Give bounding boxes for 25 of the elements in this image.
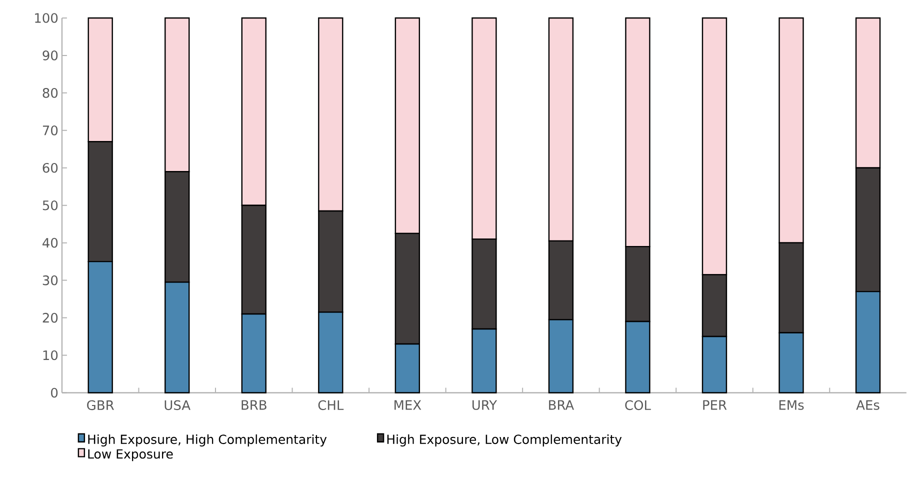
y-tick-label: 70 (42, 126, 58, 136)
x-tick-label: USA (164, 400, 190, 410)
y-tick-label: 20 (42, 313, 58, 323)
x-tick-label: GBR (87, 400, 114, 410)
x-tick-label: AEs (856, 400, 880, 410)
y-tick-label: 40 (42, 238, 58, 248)
y-tick-label: 10 (43, 350, 58, 360)
y-tick-label: 80 (42, 88, 58, 98)
y-tick-label: 50 (42, 200, 58, 210)
y-tick-label: 100 (35, 13, 58, 24)
x-tick-label: COL (625, 400, 651, 410)
legend-label: High Exposure, Low Complementarity (387, 434, 622, 447)
legend-label: Low Exposure (88, 450, 173, 462)
x-tick-label: BRB (242, 400, 266, 410)
x-tick-label: BRA (549, 400, 574, 410)
y-tick-label: 30 (42, 276, 58, 286)
legend-label: High Exposure, High Complementarity (88, 434, 327, 447)
x-tick-label: URY (472, 400, 498, 410)
x-tick-label: PER (703, 400, 727, 410)
x-tick-label: CHL (318, 400, 344, 410)
y-tick-label: 90 (42, 50, 58, 61)
y-tick-label: 0 (51, 388, 58, 398)
x-tick-label: MEX (394, 400, 422, 410)
y-tick-label: 60 (42, 163, 58, 173)
x-tick-label: EMs (779, 400, 804, 410)
